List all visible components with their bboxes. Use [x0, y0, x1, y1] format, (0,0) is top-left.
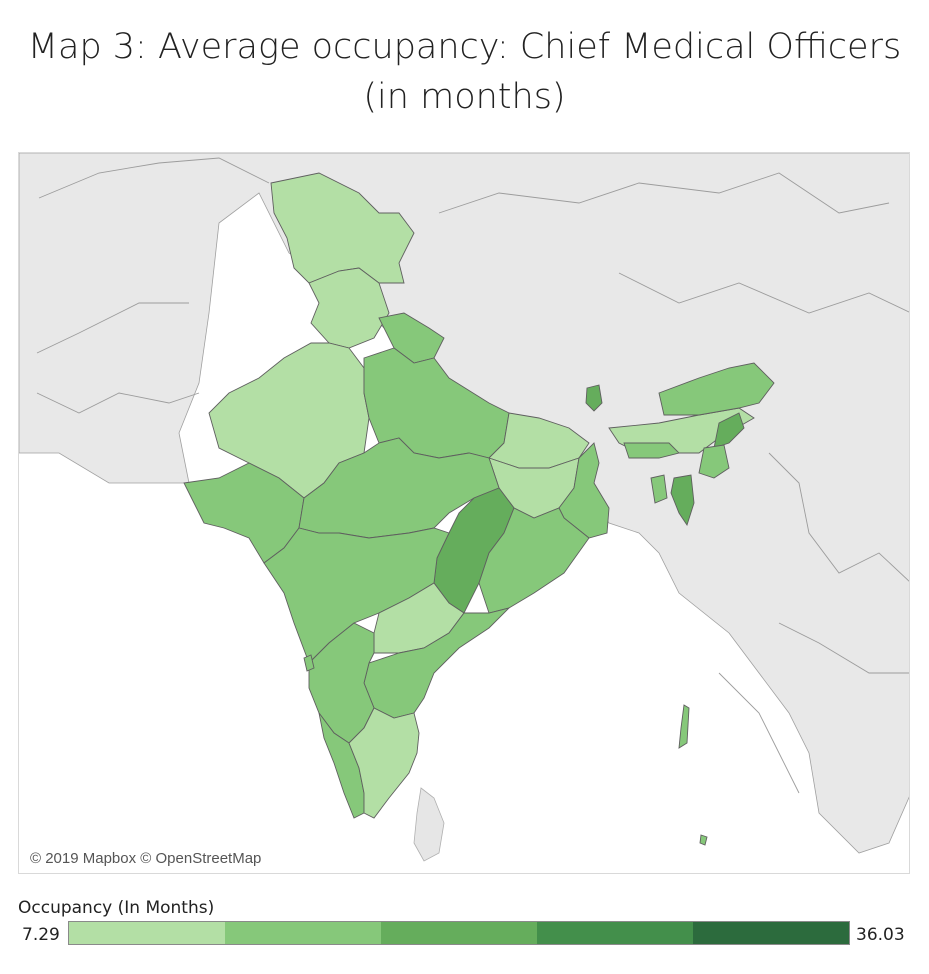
title-line-2: (in months) [363, 77, 566, 117]
state-west-bengal[interactable] [558, 442, 610, 539]
legend-step-3 [381, 922, 537, 944]
state-andaman-nicobar[interactable] [678, 704, 690, 749]
state-nicobar[interactable] [699, 834, 708, 846]
state-tripura[interactable] [650, 474, 668, 504]
state-jammu-kashmir[interactable] [270, 172, 415, 284]
map-attribution: © 2019 Mapbox © OpenStreetMap [30, 850, 262, 867]
india-states[interactable] [183, 172, 775, 846]
state-manipur[interactable] [698, 444, 730, 479]
state-himachal-punjab[interactable] [308, 267, 390, 349]
legend-step-2 [225, 922, 381, 944]
country-borders [36, 157, 909, 794]
state-mizoram[interactable] [670, 474, 695, 527]
state-nagaland[interactable] [713, 412, 745, 449]
legend-step-1 [69, 922, 225, 944]
state-tamil-nadu[interactable] [348, 707, 420, 819]
state-odisha[interactable] [478, 507, 590, 614]
state-arunachal[interactable] [658, 362, 775, 416]
legend-step-4 [537, 922, 693, 944]
state-sikkim[interactable] [585, 384, 603, 412]
legend-max-value: 36.03 [856, 925, 905, 945]
legend-step-5 [693, 922, 849, 944]
sri-lanka [413, 787, 445, 862]
map-frame[interactable]: © 2019 Mapbox © OpenStreetMap [18, 152, 910, 874]
india-map[interactable] [19, 153, 910, 874]
map-title: Map 3: Average occupancy: Chief Medical … [0, 22, 929, 122]
legend-min-value: 7.29 [22, 925, 60, 945]
state-goa[interactable] [303, 654, 315, 672]
legend-color-scale [68, 921, 850, 945]
legend-title: Occupancy (In Months) [18, 898, 215, 918]
title-line-1: Map 3: Average occupancy: Chief Medical … [27, 27, 902, 67]
state-meghalaya[interactable] [623, 442, 680, 459]
